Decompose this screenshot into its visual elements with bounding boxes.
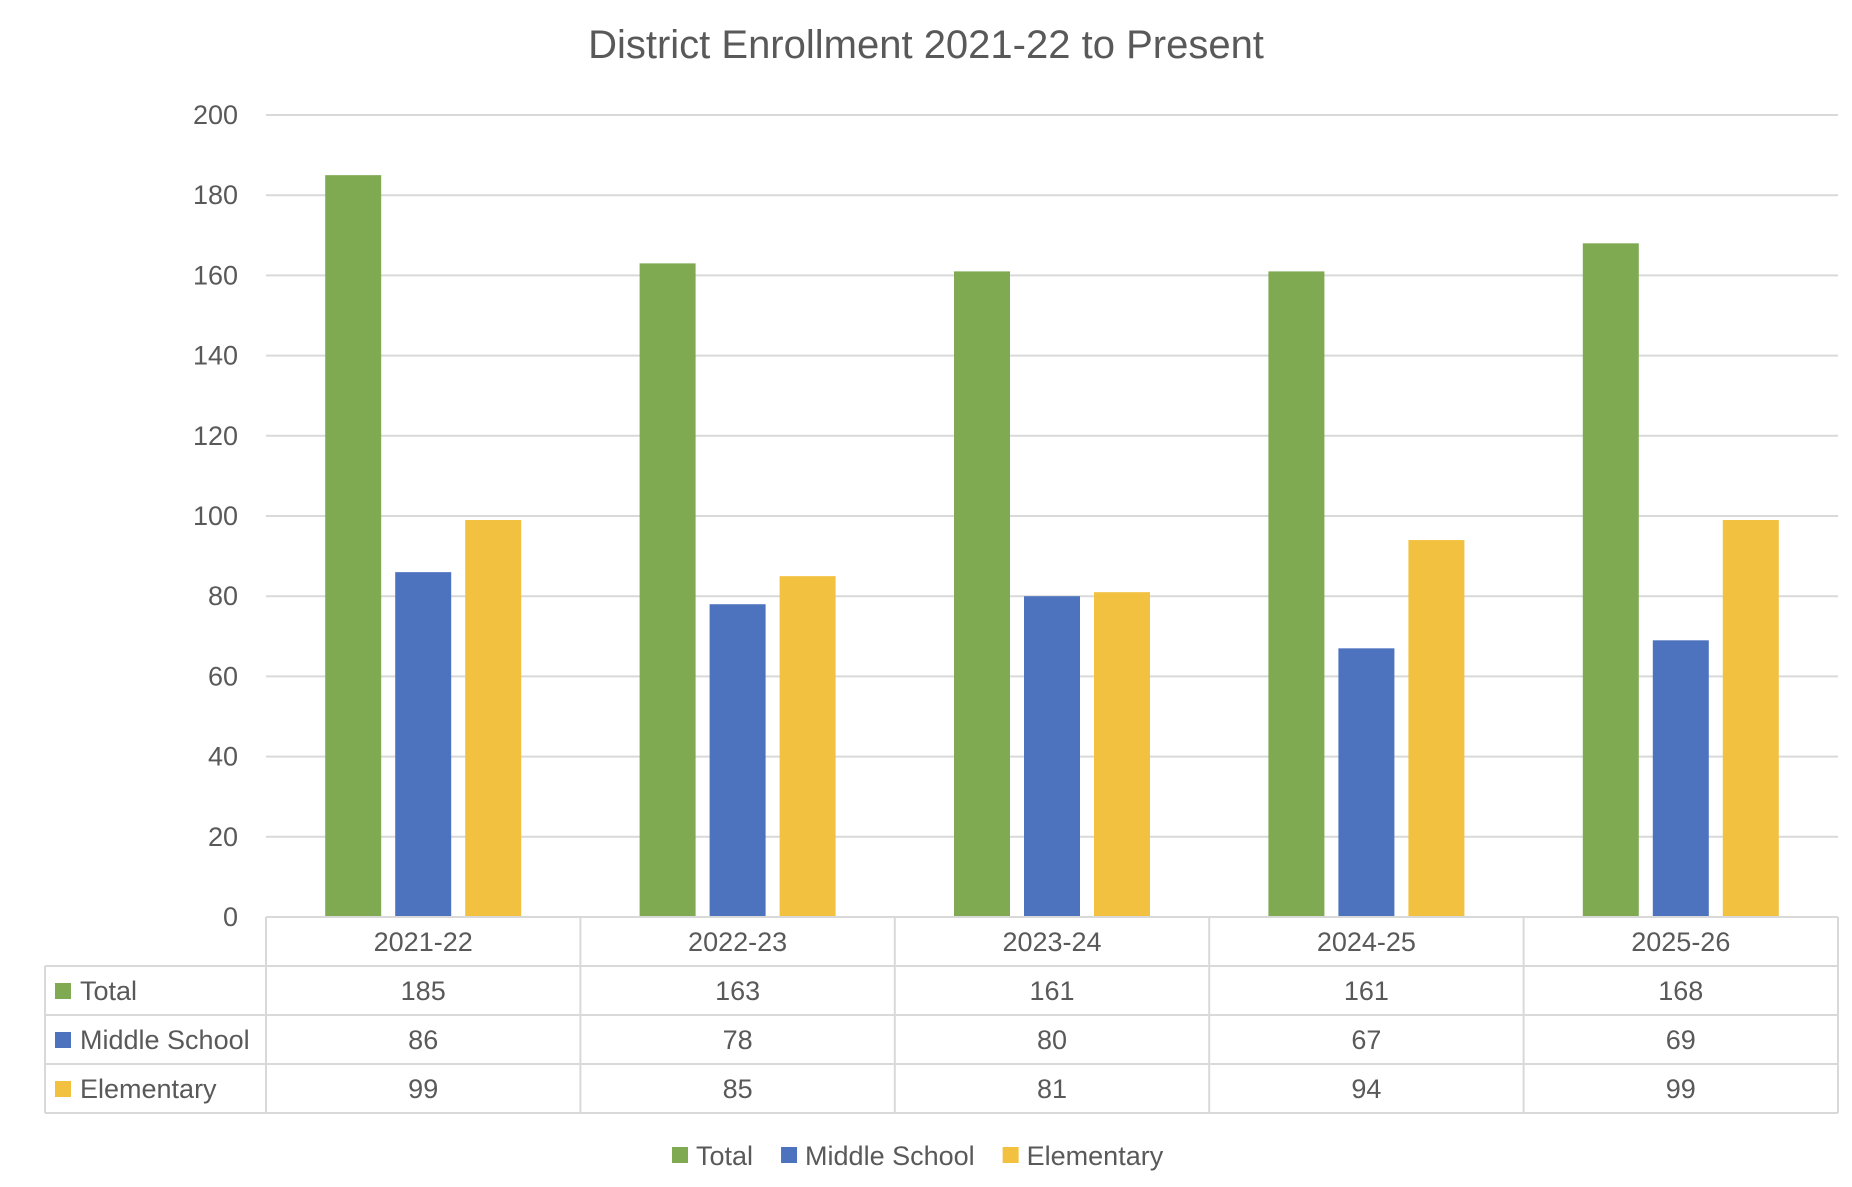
y-tick-label: 40	[208, 742, 238, 772]
table-series-swatch	[55, 983, 71, 999]
y-tick-label: 180	[193, 180, 238, 210]
y-tick-label: 160	[193, 260, 238, 290]
table-value-cell: 81	[1037, 1074, 1067, 1104]
bar-middle-school-2024-25	[1338, 648, 1395, 917]
legend-swatch	[672, 1147, 688, 1163]
table-value-cell: 86	[408, 1025, 438, 1055]
gridlines	[266, 114, 1838, 838]
bar-elementary-2021-22	[465, 520, 522, 917]
bar-middle-school-2023-24	[1024, 596, 1080, 917]
y-tick-label: 20	[208, 822, 238, 852]
x-category-label: 2025-26	[1631, 927, 1730, 957]
y-tick-label: 60	[208, 661, 238, 691]
x-category-label: 2024-25	[1317, 927, 1416, 957]
table-value-cell: 99	[408, 1074, 438, 1104]
table-value-cell: 78	[723, 1025, 753, 1055]
y-tick-label: 200	[193, 100, 238, 130]
table-series-swatch	[55, 1081, 71, 1097]
legend: Total Middle School Elementary	[672, 1141, 1164, 1171]
legend-label: Elementary	[1027, 1141, 1164, 1171]
table-value-cell: 80	[1037, 1025, 1067, 1055]
bars	[325, 175, 1779, 917]
bar-elementary-2023-24	[1094, 592, 1150, 917]
legend-label: Middle School	[805, 1141, 975, 1171]
bar-elementary-2024-25	[1408, 540, 1465, 917]
table-value-cell: 69	[1666, 1025, 1696, 1055]
table-value-cell: 85	[723, 1074, 753, 1104]
x-category-label: 2021-22	[374, 927, 473, 957]
y-tick-label: 140	[193, 341, 238, 371]
table-series-label: Total	[80, 976, 137, 1006]
y-tick-label: 100	[193, 501, 238, 531]
legend-label: Total	[696, 1141, 753, 1171]
bar-total-2025-26	[1582, 243, 1639, 917]
bar-total-2024-25	[1268, 271, 1325, 917]
bar-middle-school-2022-23	[709, 604, 766, 917]
table-value-cell: 161	[1344, 976, 1389, 1006]
data-table: 2021-22 2022-23 2023-24 2024-25 2025-26 Total…	[44, 916, 1839, 1114]
legend-swatch	[1002, 1147, 1019, 1163]
y-tick-label: 80	[208, 581, 238, 611]
table-value-cell: 67	[1351, 1025, 1381, 1055]
table-value-cell: 94	[1351, 1074, 1381, 1104]
table-series-label: Middle School	[80, 1025, 250, 1055]
bar-total-2023-24	[954, 271, 1010, 917]
bar-elementary-2025-26	[1722, 520, 1779, 917]
table-value-cell: 168	[1658, 976, 1703, 1006]
bar-middle-school-2021-22	[395, 572, 452, 917]
x-category-label: 2023-24	[1002, 927, 1101, 957]
y-tick-label: 0	[223, 902, 238, 932]
chart-title: District Enrollment 2021-22 to Present	[588, 23, 1264, 67]
table-value-cell: 161	[1029, 976, 1074, 1006]
table-value-cell: 185	[401, 976, 446, 1006]
bar-total-2021-22	[325, 175, 382, 917]
y-tick-label: 120	[193, 421, 238, 451]
y-axis-ticks: 0 20 40 60 80 100 120 140 160 180 200	[193, 100, 238, 932]
table-series-label: Elementary	[80, 1074, 217, 1104]
table-value-cell: 163	[715, 976, 760, 1006]
x-category-label: 2022-23	[688, 927, 787, 957]
bar-elementary-2022-23	[779, 576, 836, 917]
table-value-cell: 99	[1666, 1074, 1696, 1104]
bar-total-2022-23	[639, 263, 696, 917]
bar-middle-school-2025-26	[1652, 640, 1709, 917]
table-series-swatch	[55, 1032, 71, 1048]
legend-swatch	[781, 1147, 798, 1163]
